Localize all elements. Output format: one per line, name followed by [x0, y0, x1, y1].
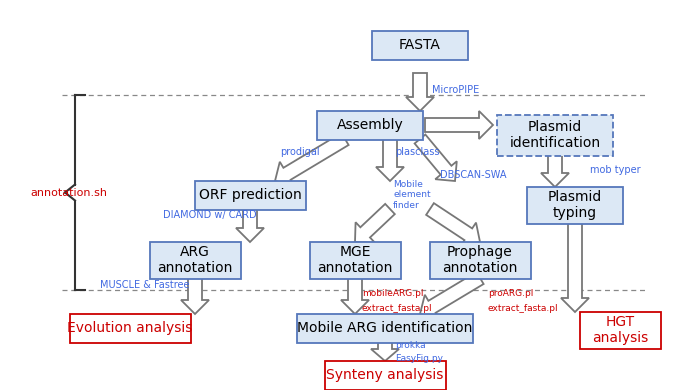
FancyBboxPatch shape: [372, 30, 468, 60]
FancyBboxPatch shape: [149, 241, 240, 278]
Text: EasyFig.py: EasyFig.py: [395, 354, 443, 363]
Text: plasclass: plasclass: [395, 147, 439, 157]
FancyBboxPatch shape: [317, 110, 423, 140]
Text: Synteny analysis: Synteny analysis: [327, 368, 443, 382]
Polygon shape: [561, 223, 589, 312]
Text: FASTA: FASTA: [399, 38, 441, 52]
Polygon shape: [236, 209, 264, 242]
Text: Mobile
element
finder: Mobile element finder: [393, 180, 430, 210]
Text: prokka: prokka: [395, 341, 426, 350]
Text: extract_fasta.pl: extract_fasta.pl: [488, 304, 559, 313]
FancyBboxPatch shape: [497, 115, 613, 156]
Text: HGT
analysis: HGT analysis: [592, 315, 648, 345]
Text: proARG.pl: proARG.pl: [488, 289, 534, 298]
FancyBboxPatch shape: [310, 241, 401, 278]
Polygon shape: [275, 133, 348, 186]
Text: prodigal: prodigal: [280, 147, 320, 157]
Text: MUSCLE & Fastree: MUSCLE & Fastree: [100, 280, 189, 290]
Polygon shape: [420, 272, 483, 319]
Text: Evolution analysis: Evolution analysis: [67, 321, 193, 335]
Text: Prophage
annotation: Prophage annotation: [442, 245, 517, 275]
Polygon shape: [371, 342, 399, 361]
Text: Plasmid
typing: Plasmid typing: [548, 190, 602, 220]
Text: Mobile ARG identification: Mobile ARG identification: [297, 321, 473, 335]
FancyBboxPatch shape: [325, 360, 445, 390]
Text: ORF prediction: ORF prediction: [199, 188, 301, 202]
Text: Plasmid
identification: Plasmid identification: [509, 120, 600, 150]
FancyBboxPatch shape: [194, 181, 306, 209]
Polygon shape: [426, 203, 480, 246]
Text: annotation.sh: annotation.sh: [30, 188, 107, 198]
Polygon shape: [376, 139, 404, 181]
Polygon shape: [541, 155, 569, 187]
Text: extract_fasta.pl: extract_fasta.pl: [362, 304, 433, 313]
Polygon shape: [341, 278, 369, 314]
Text: mobileARG.pl: mobileARG.pl: [362, 289, 424, 298]
FancyBboxPatch shape: [430, 241, 530, 278]
Text: MicroPIPE: MicroPIPE: [432, 85, 479, 95]
Text: Assembly: Assembly: [337, 118, 403, 132]
Text: DBSCAN-SWA: DBSCAN-SWA: [440, 170, 507, 180]
Polygon shape: [181, 278, 209, 314]
Text: mob typer: mob typer: [590, 165, 640, 175]
FancyBboxPatch shape: [579, 312, 661, 349]
Polygon shape: [425, 111, 493, 139]
Text: ARG
annotation: ARG annotation: [158, 245, 233, 275]
Polygon shape: [355, 204, 394, 243]
Polygon shape: [406, 73, 434, 111]
Polygon shape: [415, 135, 457, 181]
FancyBboxPatch shape: [69, 314, 191, 342]
Text: MGE
annotation: MGE annotation: [317, 245, 392, 275]
FancyBboxPatch shape: [527, 186, 623, 223]
Text: DIAMOND w/ CARD: DIAMOND w/ CARD: [163, 210, 257, 220]
FancyBboxPatch shape: [297, 314, 473, 342]
